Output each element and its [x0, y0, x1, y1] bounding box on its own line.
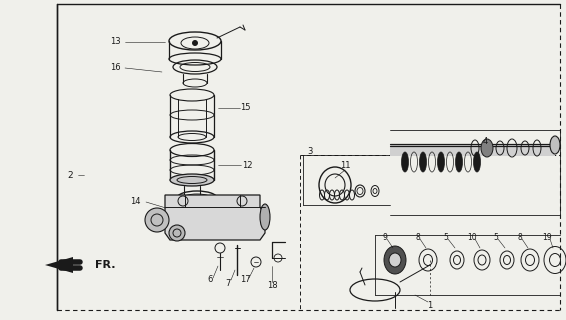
Circle shape: [192, 40, 198, 46]
Text: 5: 5: [444, 233, 448, 242]
Circle shape: [169, 225, 185, 241]
Ellipse shape: [456, 152, 462, 172]
Text: 12: 12: [242, 161, 252, 170]
Ellipse shape: [438, 152, 444, 172]
Ellipse shape: [419, 152, 427, 172]
Text: 19: 19: [542, 233, 552, 242]
Text: 18: 18: [267, 281, 277, 290]
Bar: [390, 144, 555, 156]
Ellipse shape: [481, 139, 493, 157]
Ellipse shape: [550, 136, 560, 154]
Text: 13: 13: [110, 37, 121, 46]
Ellipse shape: [474, 152, 481, 172]
Text: 9: 9: [383, 233, 388, 242]
Text: 15: 15: [240, 103, 250, 113]
Text: 3: 3: [307, 148, 312, 156]
Text: 2: 2: [67, 171, 73, 180]
Polygon shape: [45, 257, 73, 273]
Polygon shape: [165, 195, 265, 240]
Text: 11: 11: [340, 161, 350, 170]
Text: 6: 6: [207, 276, 213, 284]
Text: 16: 16: [110, 63, 121, 73]
Text: 1: 1: [427, 300, 432, 309]
Ellipse shape: [260, 204, 270, 230]
Ellipse shape: [170, 174, 214, 186]
Text: 8: 8: [415, 233, 421, 242]
Text: 10: 10: [467, 233, 477, 242]
Text: 17: 17: [239, 276, 250, 284]
Circle shape: [145, 208, 169, 232]
Text: 14: 14: [130, 197, 140, 206]
Text: 8: 8: [518, 233, 522, 242]
Ellipse shape: [401, 152, 409, 172]
Text: 7: 7: [225, 278, 231, 287]
Ellipse shape: [389, 253, 401, 267]
Text: 4: 4: [482, 138, 488, 147]
Text: FR.: FR.: [95, 260, 115, 270]
Ellipse shape: [384, 246, 406, 274]
Text: 5: 5: [494, 233, 499, 242]
